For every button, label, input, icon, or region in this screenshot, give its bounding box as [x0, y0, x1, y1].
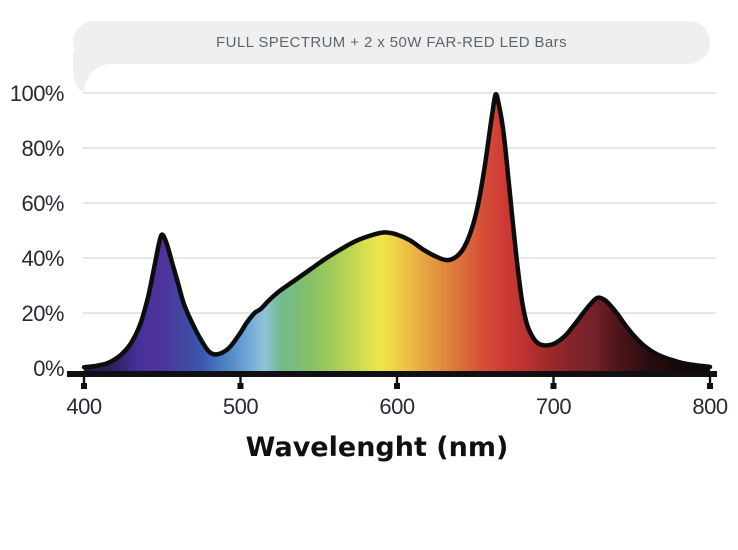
y-tick-label: 60%	[21, 191, 64, 216]
x-axis-tick-dot	[707, 383, 713, 389]
y-tick-label: 80%	[21, 136, 64, 161]
x-axis-tick-dot	[394, 383, 400, 389]
x-axis-tick-dot	[237, 383, 244, 389]
y-tick-label: 0%	[33, 356, 64, 381]
y-axis-labels: 0% 20% 40% 60% 80% 100%	[10, 81, 65, 381]
y-tick-label: 100%	[10, 81, 64, 106]
chart-title-pill: FULL SPECTRUM + 2 x 50W FAR-RED LED Bars	[73, 21, 710, 64]
x-tick-label: 400	[66, 394, 101, 419]
x-axis-tick-labels: 400 500 600 700 800	[66, 394, 728, 419]
spectrum-area-fill	[84, 94, 710, 371]
y-tick-label: 40%	[21, 246, 64, 271]
panel-corner-wedge	[73, 52, 112, 93]
x-axis-tick-dot	[550, 383, 557, 389]
x-axis-title: Wavelenght (nm)	[245, 432, 509, 463]
x-axis-tick-dot	[81, 383, 87, 389]
x-axis	[67, 371, 717, 389]
x-tick-label: 600	[379, 394, 414, 419]
y-tick-label: 20%	[21, 301, 64, 326]
spectrum-curve-outline	[81, 91, 713, 370]
chart-title: FULL SPECTRUM + 2 x 50W FAR-RED LED Bars	[216, 34, 567, 51]
x-tick-label: 500	[223, 394, 258, 419]
x-tick-label: 700	[536, 394, 571, 419]
x-tick-label: 800	[692, 394, 727, 419]
